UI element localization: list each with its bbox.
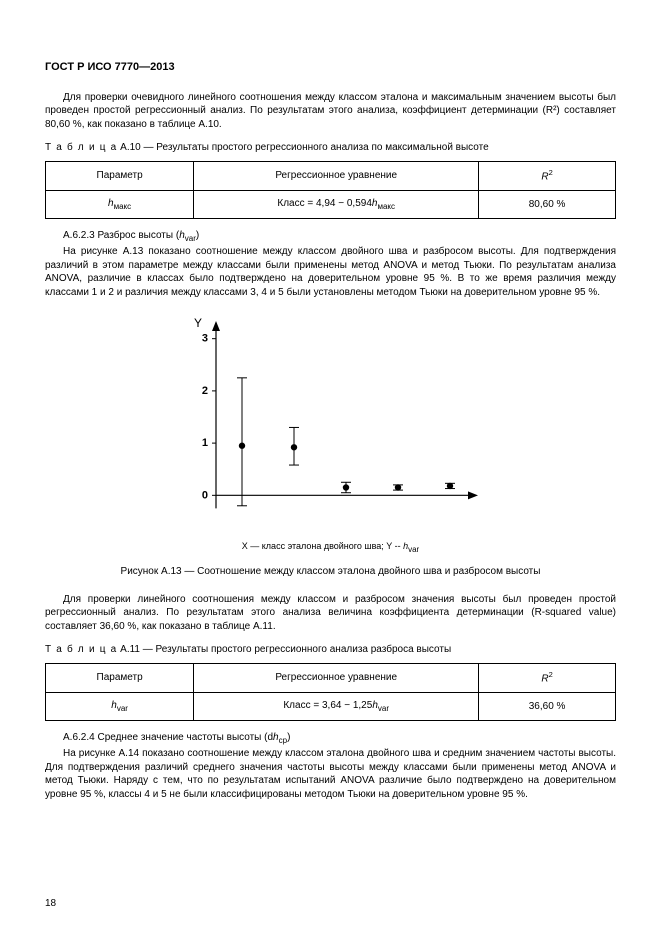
td-param: hvar: [46, 692, 194, 721]
paragraph-2: На рисунке А.13 показано соотношение меж…: [45, 245, 616, 299]
table-a10-caption-rest: А.10 — Результаты простого регрессионног…: [117, 142, 488, 153]
td-param: hмакс: [46, 190, 194, 219]
h-sub: var: [185, 234, 196, 243]
axis-caption: X — класс эталона двойного шва; Y -- hva…: [45, 540, 616, 556]
page: ГОСТ Р ИСО 7770—2013 Для проверки очевид…: [0, 0, 661, 935]
th-r2: R2: [479, 161, 616, 190]
table-a10: Параметр Регрессионное уравнение R2 hмак…: [45, 161, 616, 220]
h-sub: макс: [114, 202, 132, 211]
h-sub: ср: [279, 736, 287, 745]
th-equation: Регрессионное уравнение: [194, 663, 479, 692]
svg-text:Y: Y: [193, 316, 201, 330]
doc-header: ГОСТ Р ИСО 7770—2013: [45, 60, 616, 75]
th-equation: Регрессионное уравнение: [194, 161, 479, 190]
figure-a13-caption: Рисунок А.13 — Соотношение между классом…: [45, 565, 616, 579]
table-row: Параметр Регрессионное уравнение R2: [46, 161, 616, 190]
th-param: Параметр: [46, 663, 194, 692]
sec-title-a: А.6.2.3 Разброс высоты (: [63, 230, 179, 241]
r-sym: R: [541, 673, 548, 684]
page-number: 18: [45, 897, 56, 911]
svg-text:0: 0: [201, 490, 207, 502]
eq-text: Класс = 4,94 − 0,594: [277, 198, 372, 209]
chart-a13: Y 0 1 2 3: [176, 309, 486, 529]
h-sub: макс: [377, 202, 395, 211]
r-sup: 2: [549, 670, 553, 679]
td-r2: 36,60 %: [479, 692, 616, 721]
th-r2: R2: [479, 663, 616, 692]
th-param: Параметр: [46, 161, 194, 190]
axis-caption-a: X — класс эталона двойного шва; Y --: [242, 541, 401, 551]
svg-text:2: 2: [201, 385, 207, 397]
table-a11-caption: Т а б л и ц а А.11 — Результаты простого…: [45, 643, 616, 657]
svg-text:1: 1: [201, 437, 207, 449]
sec-title-a: А.6.2.4 Среднее значение частоты высоты …: [63, 732, 273, 743]
eq-text: Класс = 3,64 − 1,25: [283, 700, 372, 711]
td-equation: Класс = 3,64 − 1,25hvar: [194, 692, 479, 721]
paragraph-3: Для проверки линейного соотношения между…: [45, 593, 616, 634]
h-sym: h: [401, 541, 409, 551]
sec-title-b: ): [196, 230, 199, 241]
h-sub: var: [117, 704, 128, 713]
table-a10-caption: Т а б л и ц а А.10 — Результаты простого…: [45, 141, 616, 155]
paragraph-1: Для проверки очевидного линейного соотно…: [45, 91, 616, 132]
h-sub: var: [408, 545, 419, 554]
paragraph-4: На рисунке А.14 показано соотношение меж…: [45, 747, 616, 801]
table-a11-caption-prefix: Т а б л и ц а: [45, 644, 117, 655]
table-a10-caption-prefix: Т а б л и ц а: [45, 142, 117, 153]
chart-a13-wrap: Y 0 1 2 3: [176, 309, 486, 534]
h-sub: var: [378, 704, 389, 713]
td-equation: Класс = 4,94 − 0,594hмакс: [194, 190, 479, 219]
r-sup: 2: [549, 168, 553, 177]
table-row: Параметр Регрессионное уравнение R2: [46, 663, 616, 692]
svg-text:3: 3: [201, 333, 207, 345]
table-a11: Параметр Регрессионное уравнение R2 hvar…: [45, 663, 616, 722]
table-row: hмакс Класс = 4,94 − 0,594hмакс 80,60 %: [46, 190, 616, 219]
r-sym: R: [541, 171, 548, 182]
table-row: hvar Класс = 3,64 − 1,25hvar 36,60 %: [46, 692, 616, 721]
section-6-2-3-title: А.6.2.3 Разброс высоты (hvar): [45, 229, 616, 245]
td-r2: 80,60 %: [479, 190, 616, 219]
sec-title-b: ): [287, 732, 290, 743]
section-6-2-4-title: А.6.2.4 Среднее значение частоты высоты …: [45, 731, 616, 747]
table-a11-caption-rest: А.11 — Результаты простого регрессионног…: [117, 644, 451, 655]
